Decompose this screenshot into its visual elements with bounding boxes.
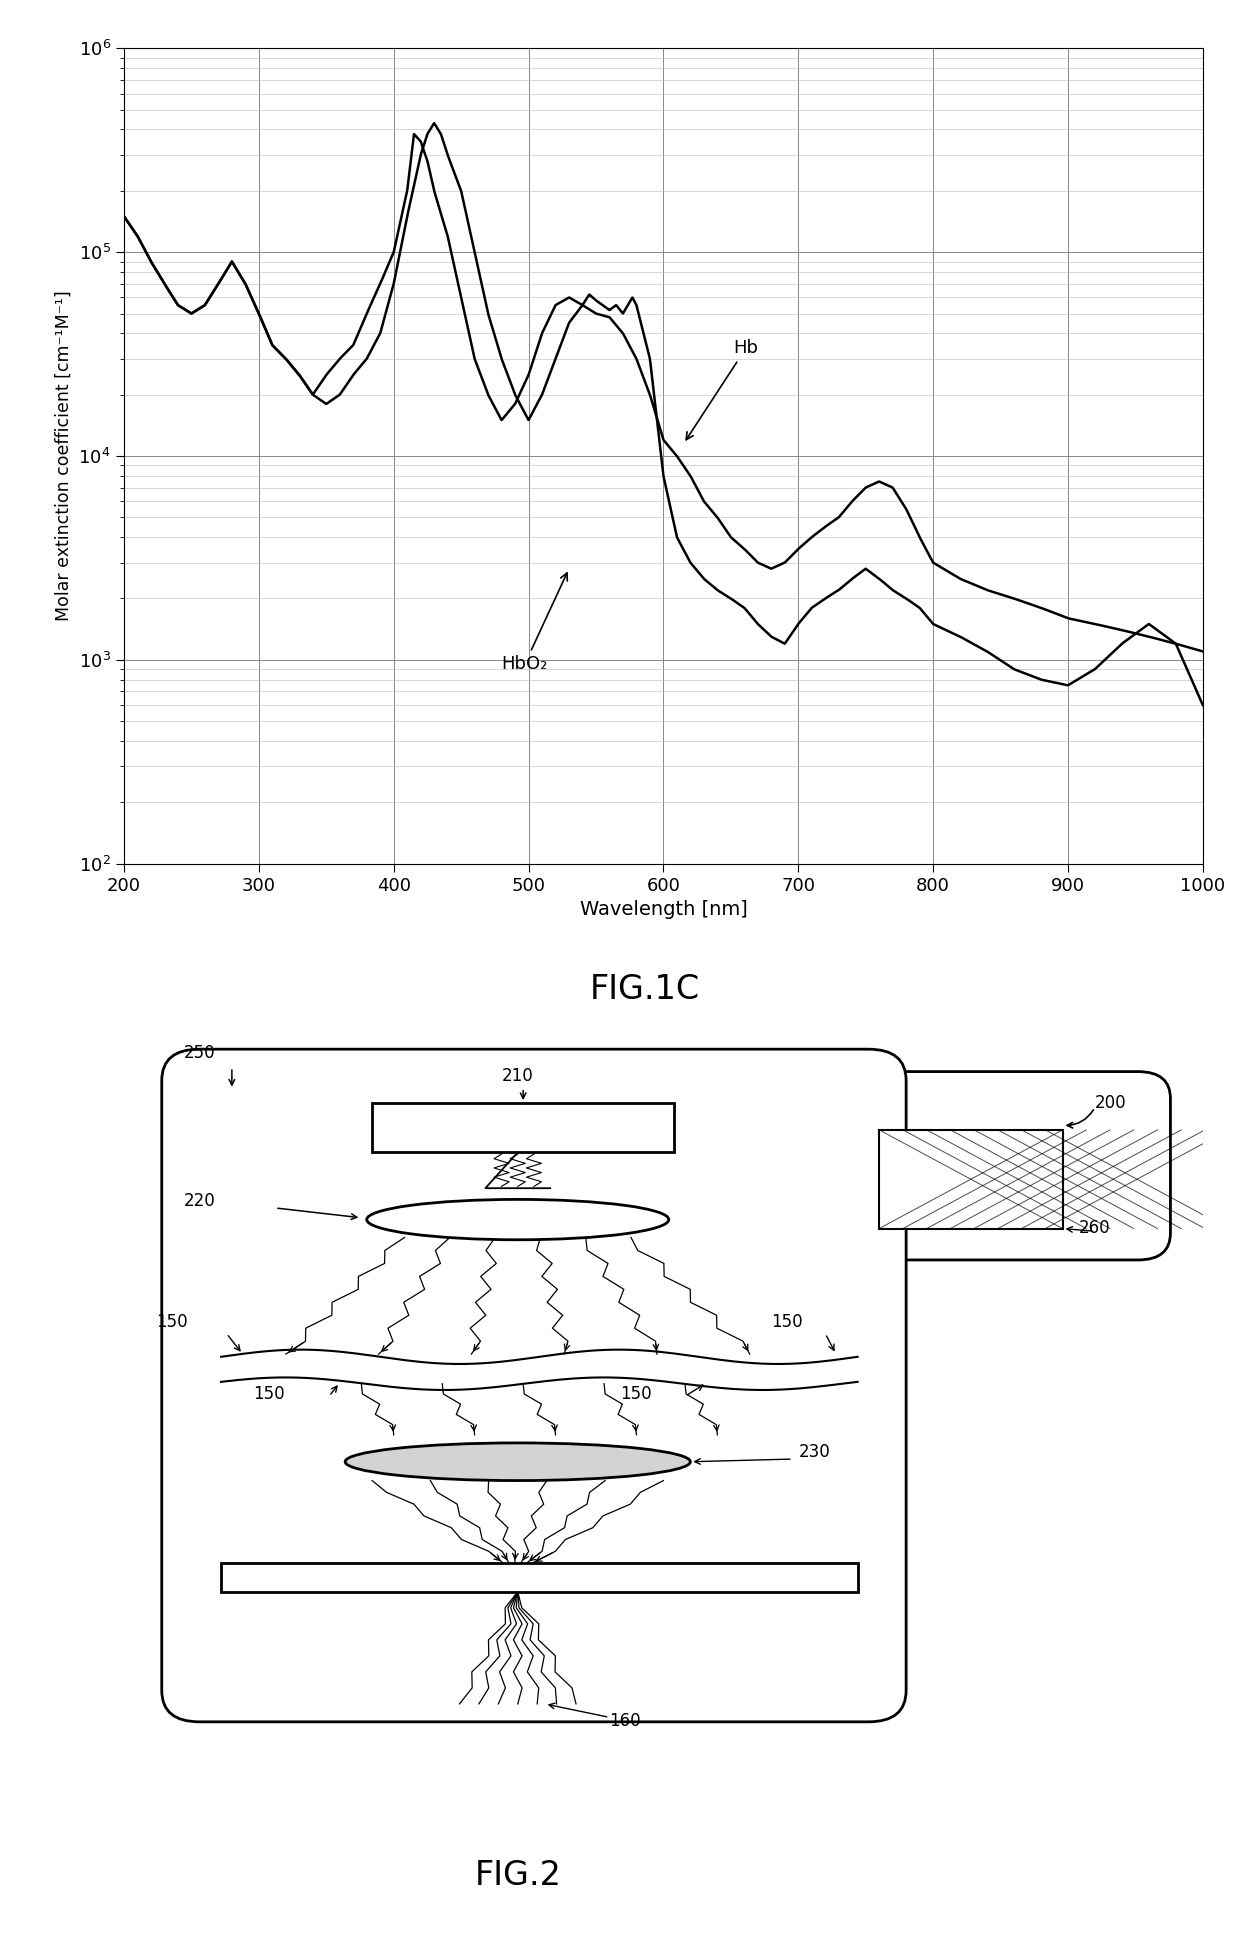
Text: 150: 150 [156,1313,188,1331]
Y-axis label: Molar extinction coefficient [cm⁻¹M⁻¹]: Molar extinction coefficient [cm⁻¹M⁻¹] [55,290,73,621]
FancyBboxPatch shape [836,1071,1171,1259]
Text: 220: 220 [184,1191,215,1211]
X-axis label: Wavelength [nm]: Wavelength [nm] [579,901,748,919]
Bar [879,1129,1063,1228]
Text: 230: 230 [799,1443,830,1462]
Text: 260: 260 [1079,1218,1110,1238]
Bar [372,1102,675,1153]
FancyBboxPatch shape [161,1048,906,1721]
Text: 250: 250 [184,1044,215,1062]
Ellipse shape [345,1443,691,1481]
Text: 150: 150 [771,1313,804,1331]
Text: 240: 240 [799,1565,830,1582]
Text: FIG.2: FIG.2 [474,1859,562,1891]
Text: 200: 200 [1095,1095,1127,1112]
Text: 150: 150 [253,1385,285,1402]
Text: 160: 160 [610,1712,641,1731]
Text: Hb: Hb [686,338,759,439]
Text: FIG.1C: FIG.1C [590,973,699,1006]
Text: 210: 210 [501,1066,533,1085]
Ellipse shape [367,1199,668,1240]
Bar [221,1563,858,1592]
Text: 150: 150 [620,1385,652,1402]
Text: HbO₂: HbO₂ [501,572,567,673]
